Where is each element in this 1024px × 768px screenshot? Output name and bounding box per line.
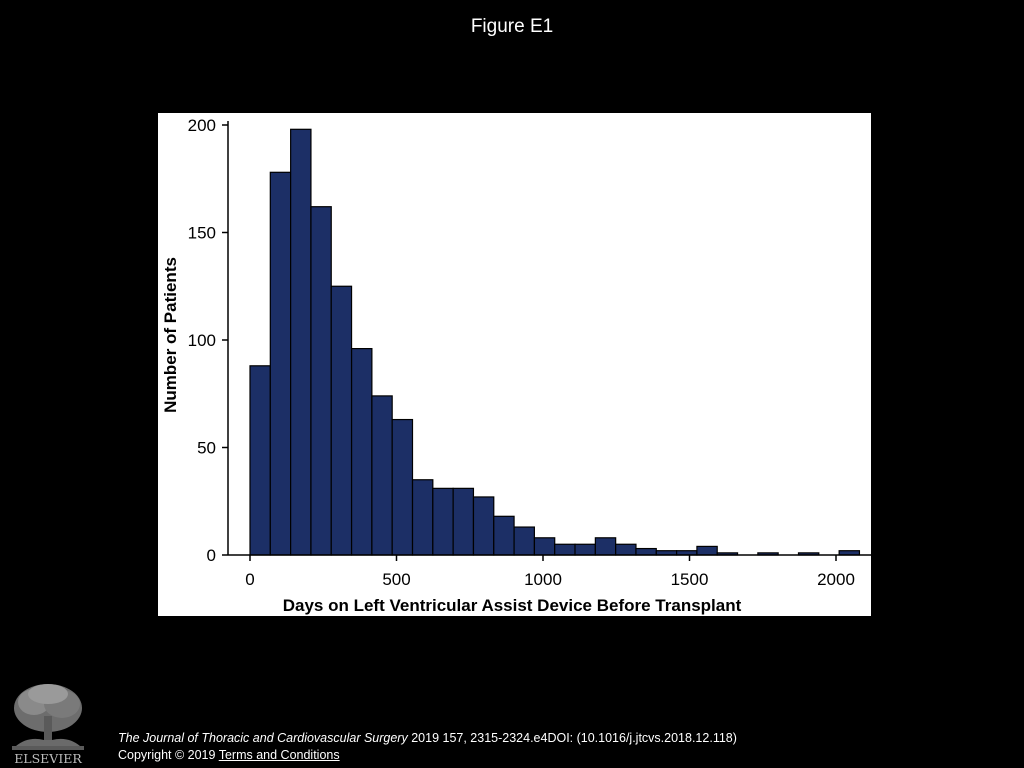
elsevier-tree-icon: ELSEVIER xyxy=(8,680,88,766)
y-axis-label: Number of Patients xyxy=(161,257,180,413)
histogram-bar xyxy=(696,545,718,556)
journal-name: The Journal of Thoracic and Cardiovascul… xyxy=(118,731,408,745)
footer: The Journal of Thoracic and Cardiovascul… xyxy=(118,730,737,764)
histogram-bar xyxy=(493,515,515,556)
x-axis-label: Days on Left Ventricular Assist Device B… xyxy=(283,596,742,615)
y-tick-label: 200 xyxy=(188,116,216,135)
histogram-bar xyxy=(249,365,271,556)
histogram-bar xyxy=(269,171,292,556)
citation-details: 2019 157, 2315-2324.e4DOI: (10.1016/j.jt… xyxy=(407,731,737,745)
logo-text: ELSEVIER xyxy=(14,751,82,766)
histogram-bar xyxy=(615,543,637,556)
histogram-bar xyxy=(635,547,657,556)
copyright-text: Copyright © 2019 xyxy=(118,748,219,762)
copyright-line: Copyright © 2019 Terms and Conditions xyxy=(118,747,737,764)
histogram-bar xyxy=(330,285,353,556)
histogram-bar xyxy=(432,487,454,556)
histogram-bar xyxy=(533,537,556,556)
y-tick-label: 150 xyxy=(188,224,216,243)
x-tick-label: 1500 xyxy=(671,570,709,589)
y-tick-label: 50 xyxy=(197,439,216,458)
histogram-bar xyxy=(371,395,393,556)
x-tick-label: 500 xyxy=(382,570,410,589)
histogram-bar xyxy=(310,206,332,556)
figure-title: Figure E1 xyxy=(470,16,554,37)
histogram-bar xyxy=(554,543,576,556)
histogram-bar xyxy=(452,487,475,556)
histogram-bar xyxy=(574,543,596,556)
histogram-bar xyxy=(594,537,617,556)
histogram-bar xyxy=(513,526,535,556)
x-tick-label: 0 xyxy=(245,570,254,589)
x-tick-label: 2000 xyxy=(817,570,855,589)
histogram-bar xyxy=(411,479,434,556)
terms-link[interactable]: Terms and Conditions xyxy=(218,748,340,762)
y-tick-label: 100 xyxy=(188,331,216,350)
histogram-bar xyxy=(290,128,312,556)
histogram-bar xyxy=(350,348,373,556)
y-tick-label: 0 xyxy=(207,546,216,565)
elsevier-logo: ELSEVIER xyxy=(8,680,88,766)
citation-line: The Journal of Thoracic and Cardiovascul… xyxy=(118,730,737,747)
x-tick-label: 1000 xyxy=(524,570,562,589)
histogram-bar xyxy=(472,496,495,556)
histogram-chart: 0 50 100 150 200 0 500 1000 1500 2000 Days on Left… xyxy=(158,113,871,616)
histogram-bar xyxy=(391,418,414,556)
